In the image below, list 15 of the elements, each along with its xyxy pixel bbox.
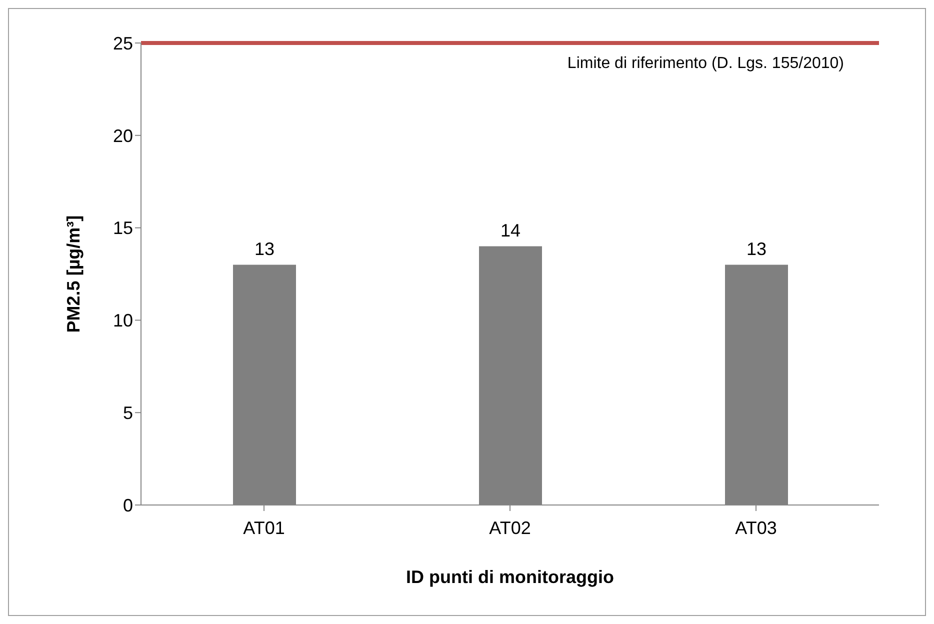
- data-label: 13: [254, 238, 275, 259]
- x-tick-label: AT02: [489, 518, 531, 538]
- y-tick-label: 10: [112, 310, 133, 331]
- x-axis-title: ID punti di monitoraggio: [406, 566, 614, 587]
- x-tick-label: AT01: [243, 518, 285, 538]
- data-label: 14: [500, 220, 521, 240]
- y-tick-label: 15: [112, 218, 133, 238]
- y-tick-label: 20: [112, 126, 133, 146]
- ref-line-label: Limite di riferimento (D. Lgs. 155/2010): [567, 55, 844, 72]
- x-tick-label: AT03: [735, 518, 777, 538]
- data-label: 13: [746, 238, 767, 259]
- y-tick-label: 0: [122, 495, 133, 516]
- y-axis-title: PM2.5 [µg/m³]: [63, 215, 84, 333]
- y-tick-label: 5: [122, 402, 133, 423]
- y-tick-label: 25: [112, 33, 133, 54]
